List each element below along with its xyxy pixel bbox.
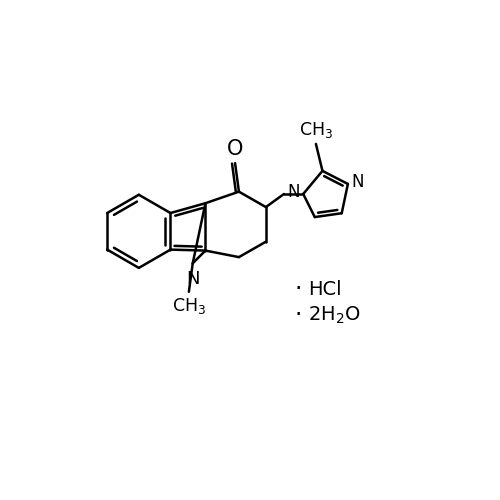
Text: ·: ·: [294, 277, 302, 301]
Text: ·: ·: [294, 303, 302, 327]
Text: N: N: [288, 184, 300, 202]
Text: HCl: HCl: [308, 280, 342, 298]
Text: N: N: [186, 270, 200, 288]
Text: CH$_3$: CH$_3$: [299, 120, 333, 140]
Text: 2H$_2$O: 2H$_2$O: [308, 304, 361, 326]
Text: N: N: [351, 174, 364, 192]
Text: O: O: [227, 138, 244, 158]
Text: CH$_3$: CH$_3$: [172, 296, 206, 316]
